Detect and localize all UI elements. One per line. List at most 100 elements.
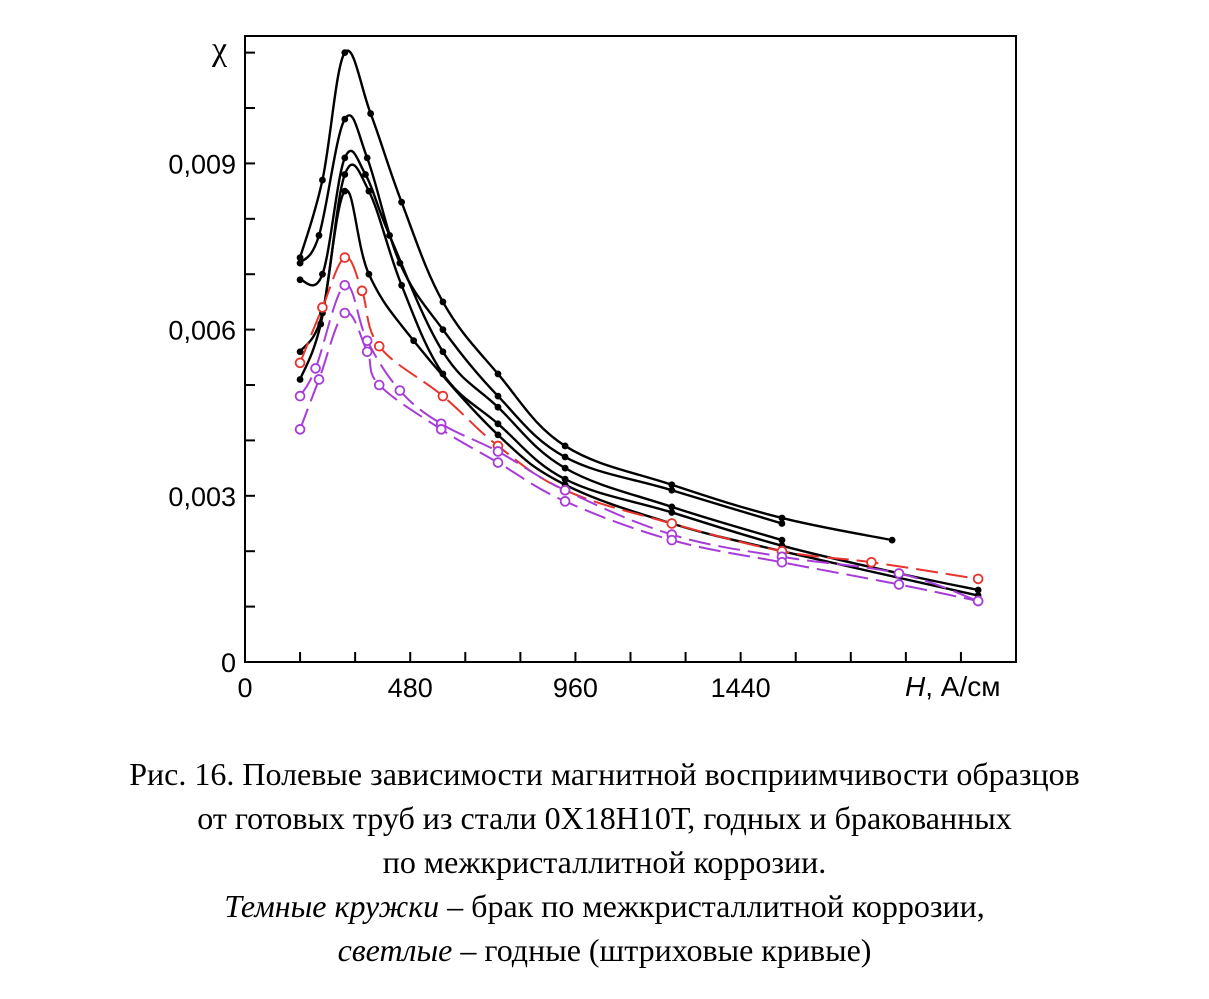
data-point-open [294, 357, 306, 369]
data-point-open [339, 307, 351, 319]
series-markers [294, 49, 984, 607]
data-point-filled [778, 536, 786, 544]
data-point-filled [296, 348, 304, 356]
data-point-filled [668, 509, 676, 516]
data-point-open [317, 302, 328, 313]
data-point-open [559, 496, 571, 507]
caption-line-4: Темные кружки – брак по межкристаллитной… [0, 884, 1209, 928]
caption-light-circles: светлые [337, 932, 453, 968]
data-point-filled [319, 176, 326, 184]
data-point-open [361, 346, 373, 358]
caption-line-5: светлые – годные (штриховые кривые) [0, 928, 1209, 972]
caption-line-3: по межкристаллитной коррозии. [382, 844, 827, 880]
data-point-filled [668, 503, 676, 511]
data-point-filled [315, 232, 323, 239]
x-tick-label: 0 [237, 673, 252, 703]
data-point-open [310, 363, 321, 374]
data-point-open [361, 335, 373, 346]
caption-dark-circles: Темные кружки [224, 888, 440, 924]
y-tick-label: 0,003 [168, 482, 236, 512]
data-point-open [356, 285, 368, 297]
data-point-open [492, 446, 504, 457]
data-point-filled [439, 370, 447, 378]
data-point-filled [296, 254, 304, 261]
data-point-open [666, 518, 678, 529]
data-point-filled [341, 171, 349, 178]
caption-line-2: от готовых труб из стали 0Х18Н10Т, годны… [197, 800, 1012, 836]
data-point-filled [365, 270, 373, 278]
data-point-filled [494, 392, 502, 400]
x-axis-label-unit: , А/см [925, 671, 1000, 702]
data-point-open [559, 484, 571, 496]
figure-caption: Рис. 16. Полевые зависимости магнитной в… [0, 752, 1209, 972]
data-point-filled [668, 486, 676, 494]
y-axis-label: χ [211, 31, 227, 68]
series-line-2 [299, 114, 783, 525]
data-point-filled [494, 370, 502, 378]
series-line-3 [299, 149, 783, 542]
data-point-filled [778, 514, 786, 522]
data-point-filled [439, 326, 447, 334]
series-lines [298, 49, 979, 603]
data-point-open [866, 556, 877, 568]
data-point-filled [341, 115, 349, 123]
data-point-open [437, 390, 449, 402]
data-point-filled [561, 475, 569, 483]
data-point-filled [296, 276, 304, 284]
data-point-open [313, 374, 325, 385]
data-point-open [893, 568, 905, 579]
y-tick-label: 0,009 [168, 149, 236, 179]
data-point-filled [341, 187, 349, 195]
data-point-filled [561, 442, 569, 450]
data-point-open [339, 279, 351, 291]
data-point-open [373, 340, 385, 352]
x-tick-label: 960 [553, 673, 598, 703]
data-point-open [893, 579, 905, 590]
data-point-open [339, 252, 351, 263]
data-point-filled [341, 49, 349, 57]
data-point-filled [439, 348, 447, 356]
x-axis-label: H, А/см [905, 671, 1001, 702]
data-point-filled [296, 376, 304, 383]
data-point-filled [439, 298, 447, 306]
data-point-filled [494, 403, 502, 411]
data-point-filled [398, 198, 406, 206]
data-point-filled [668, 481, 676, 489]
data-point-filled [367, 110, 375, 117]
data-point-open [294, 390, 306, 402]
caption-dark-circles-desc: – брак по межкристаллитной коррозии, [439, 888, 985, 924]
data-point-filled [341, 154, 349, 162]
data-point-filled [319, 270, 326, 278]
x-tick-label: 1440 [711, 673, 771, 703]
data-point-open [972, 595, 984, 607]
y-tick-label: 0,006 [168, 316, 236, 346]
data-point-filled [363, 154, 371, 162]
data-point-open [435, 424, 447, 435]
series-line-1 [298, 49, 893, 542]
series-line-7 [299, 284, 979, 603]
data-point-filled [317, 320, 325, 328]
data-point-open [492, 457, 504, 468]
data-point-filled [362, 171, 369, 178]
data-point-filled [561, 464, 569, 472]
data-point-open [294, 424, 306, 435]
series-line-6 [299, 256, 979, 580]
data-point-open [776, 556, 788, 568]
susceptibility-chart: 0 480 960 1440 0 0,003 0,006 0,009 χ H, А/см [168, 31, 1017, 703]
data-point-open [394, 385, 406, 396]
data-point-filled [396, 259, 404, 267]
data-point-filled [888, 536, 896, 544]
data-point-open [972, 573, 984, 585]
axis-tick-labels: 0 480 960 1440 0 0,003 0,006 0,009 [168, 149, 770, 703]
data-point-filled [386, 232, 393, 239]
plot-frame [244, 35, 1017, 663]
data-point-filled [296, 259, 304, 267]
series-line-8 [299, 311, 979, 603]
x-axis-label-symbol: H [905, 671, 926, 702]
data-point-filled [365, 187, 373, 195]
axis-ticks [245, 51, 962, 662]
data-point-filled [778, 520, 786, 527]
data-point-filled [494, 420, 502, 428]
data-point-filled [410, 337, 418, 345]
caption-light-circles-desc: – годные (штриховые кривые) [452, 932, 872, 968]
